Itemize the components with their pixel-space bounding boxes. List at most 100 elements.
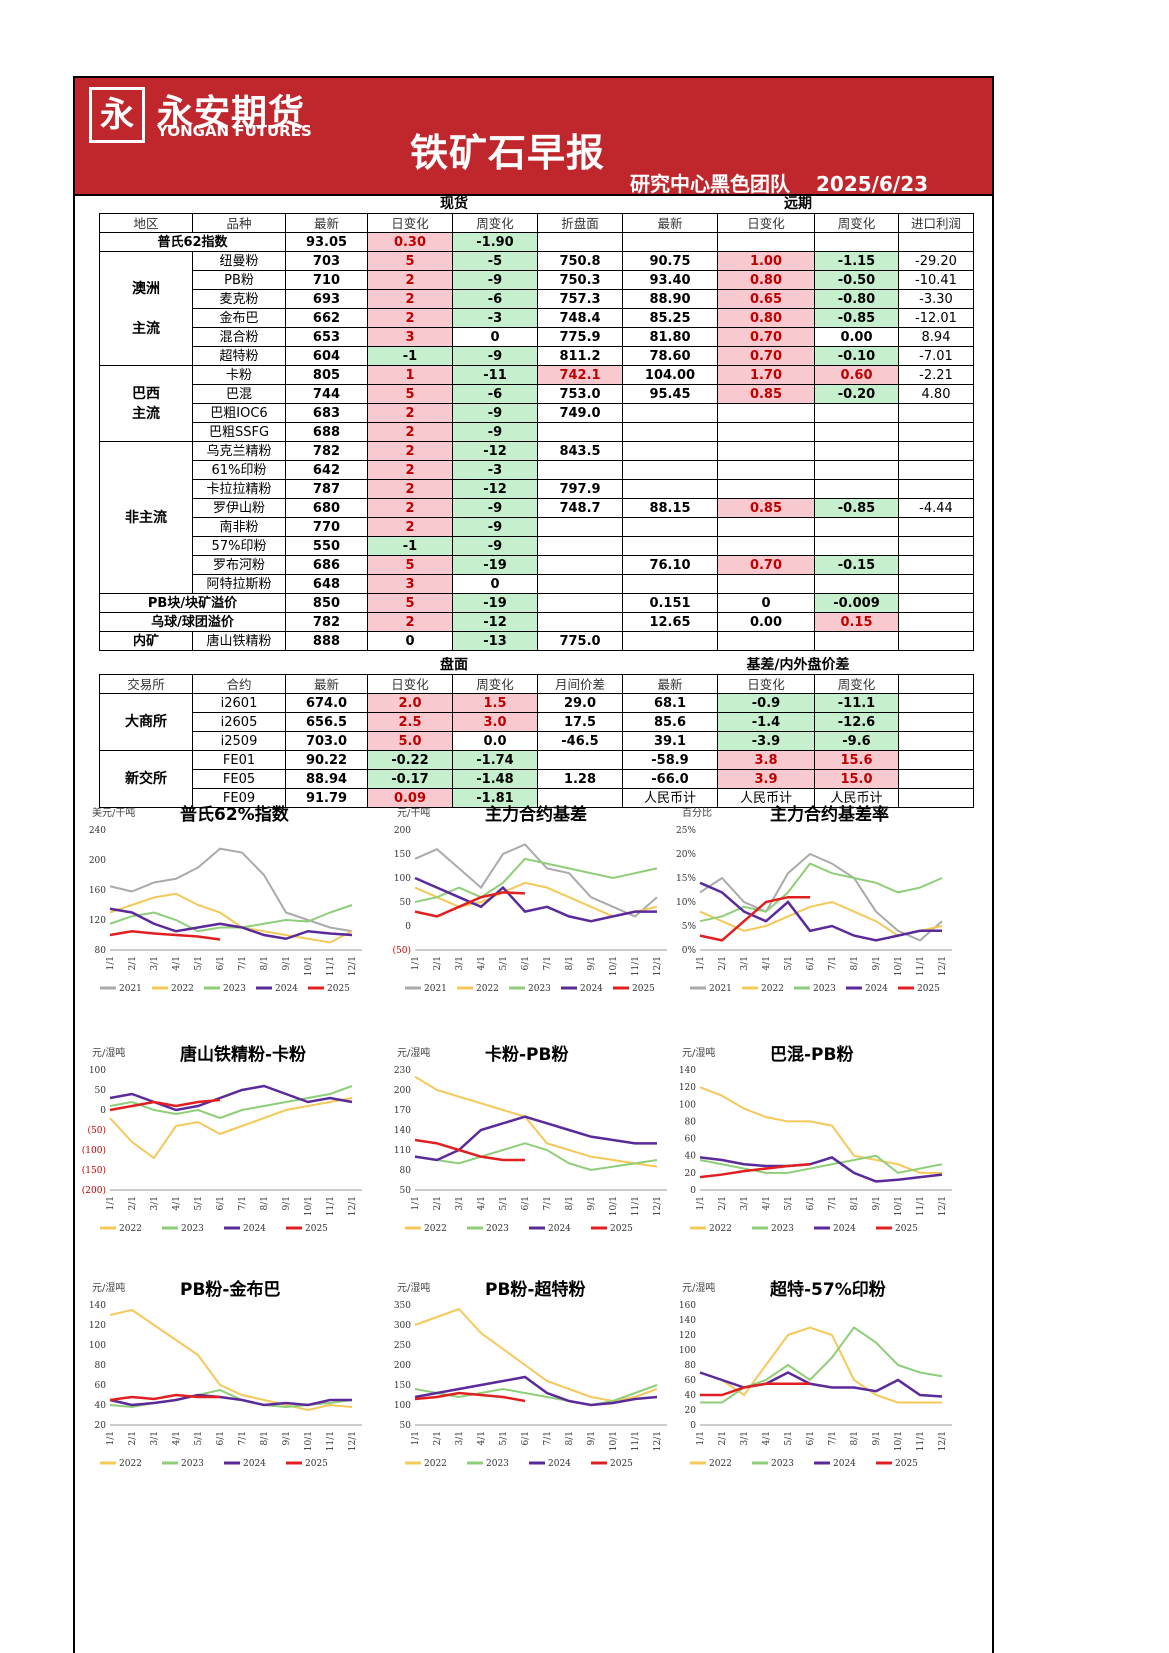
- x-tick-label: 4/1: [172, 1431, 182, 1445]
- column-header: 品种: [192, 213, 286, 233]
- variety-name: 卡拉拉精粉: [192, 479, 286, 499]
- spot-day-change: 2: [367, 270, 453, 290]
- legend-label: 2022: [709, 1224, 732, 1234]
- chart-svg: 200 150 100 50 0 (50)1/1 2/1 3/1 4/1 5/1 6/1 7/1 8/1…: [393, 826, 667, 994]
- x-tick-label: 9/1: [282, 956, 292, 970]
- forward-week-change: 0.00: [814, 327, 899, 347]
- chart-svg: 230 200 170 140 110 80 501/1 2/1 3/1 4/1 5/1 6/1 7/1…: [394, 1066, 667, 1234]
- x-tick-label: 2/1: [718, 1196, 728, 1210]
- spot-latest: 653: [285, 327, 368, 347]
- spot-latest: 662: [285, 308, 368, 328]
- y-tick-label: 20: [685, 1406, 697, 1416]
- x-tick-label: 9/1: [872, 1196, 882, 1210]
- y-tick-label: 20: [685, 1169, 697, 1179]
- legend-label: 2021: [424, 984, 447, 994]
- premium-forward-week: 0.15: [814, 612, 899, 632]
- forward-latest: 78.60: [622, 346, 718, 366]
- spot-day-change: 1: [367, 365, 453, 385]
- column-header: 最新: [622, 213, 718, 233]
- x-tick-label: 1/1: [696, 1196, 706, 1210]
- y-tick-label: 150: [394, 1381, 411, 1391]
- y-tick-label: 160: [679, 1301, 696, 1311]
- spot-disk-price: 757.3: [537, 289, 623, 309]
- spot-day-change: 2: [367, 289, 453, 309]
- x-tick-label: 6/1: [216, 1196, 226, 1210]
- team-name: 研究中心黑色团队: [630, 172, 790, 196]
- spot-latest: 688: [285, 422, 368, 442]
- x-tick-label: 3/1: [455, 1431, 465, 1445]
- logo-en: YONGAN FUTURES: [157, 122, 312, 140]
- series-line-2022: [699, 1086, 942, 1174]
- legend-label: 2025: [305, 1224, 328, 1234]
- y-tick-label: 0: [690, 1421, 696, 1431]
- basis-latest: 68.1: [622, 693, 718, 713]
- x-tick-label: 7/1: [238, 1431, 248, 1445]
- empty-cell: [814, 631, 899, 651]
- contract-week: -1.48: [452, 769, 538, 789]
- series-line-2023: [414, 857, 658, 903]
- series-line-2025: [414, 1391, 526, 1403]
- basis-week: 15.0: [814, 769, 899, 789]
- index-latest: 93.05: [285, 232, 368, 252]
- chart-svg: 140 120 100 80 60 40 20 01/1 2/1 3/1 4/1 5/1 6/1 7/1 8…: [679, 1066, 952, 1234]
- chart-unit: 元/湿吨: [92, 1048, 126, 1059]
- x-tick-label: 2/1: [128, 1431, 138, 1445]
- variety-name: 罗伊山粉: [192, 498, 286, 518]
- chart-unit: 美元/干吨: [92, 808, 136, 819]
- chart-0: 普氏62%指数 美元/干吨 240 200 160 120 80 1/1 2/1 3/1 4/1 5/…: [80, 800, 370, 1015]
- forward-week-change: -0.85: [814, 308, 899, 328]
- legend-label: 2025: [327, 984, 350, 994]
- import-profit: [898, 536, 974, 556]
- chart-title: 主力合约基差: [485, 805, 587, 825]
- spot-week-change: -9: [452, 517, 538, 537]
- forward-latest: 104.00: [622, 365, 718, 385]
- spot-week-change: -11: [452, 365, 538, 385]
- legend-label: 2023: [181, 1459, 204, 1469]
- chart-title: 普氏62%指数: [180, 805, 289, 825]
- y-tick-label: (200): [82, 1185, 106, 1196]
- y-tick-label: (150): [82, 1165, 106, 1176]
- forward-day-change: 0.70: [717, 327, 815, 347]
- basis-week: -12.6: [814, 712, 899, 732]
- legend-label: 2023: [771, 1224, 794, 1234]
- spot-day-change: 5: [367, 384, 453, 404]
- spot-disk-price: [537, 536, 623, 556]
- legend-label: 2025: [917, 984, 940, 994]
- table-row: 61%印粉 642 2 -3: [100, 460, 974, 480]
- spot-latest: 805: [285, 365, 368, 385]
- contract-day: -0.17: [367, 769, 453, 789]
- month-spread: -46.5: [537, 731, 623, 751]
- import-profit: [898, 422, 974, 442]
- forward-day-change: 0.85: [717, 498, 815, 518]
- x-tick-label: 5/1: [784, 956, 794, 970]
- x-tick-label: 7/1: [828, 956, 838, 970]
- x-tick-label: 7/1: [543, 1196, 553, 1210]
- x-tick-label: 10/1: [304, 1196, 314, 1216]
- column-header: 合约: [192, 674, 286, 694]
- premium-forward-day: 0: [717, 593, 815, 613]
- empty-cell: [898, 612, 974, 632]
- chart-unit: 元/湿吨: [397, 1048, 431, 1059]
- basis-day: 3.9: [717, 769, 815, 789]
- table-row: 南非粉 770 2 -9: [100, 517, 974, 537]
- x-tick-label: 4/1: [172, 1196, 182, 1210]
- report-subtitle: 研究中心黑色团队 2025/6/23: [630, 168, 928, 197]
- contract-latest: 674.0: [285, 693, 368, 713]
- basis-day: -3.9: [717, 731, 815, 751]
- x-tick-label: 2/1: [718, 956, 728, 970]
- spot-week-change: -19: [452, 555, 538, 575]
- empty-cell: [898, 712, 974, 732]
- premium-forward: 12.65: [622, 612, 718, 632]
- basis-day: 人民币计: [717, 788, 815, 808]
- forward-day-change: 1.70: [717, 365, 815, 385]
- forward-week-change: -0.15: [814, 555, 899, 575]
- contract-day: 2.0: [367, 693, 453, 713]
- chart-unit: 元/湿吨: [682, 1048, 716, 1059]
- x-tick-label: 8/1: [565, 956, 575, 970]
- header-row: 交易所 合约 最新 日变化 周变化 月间价差 最新 日变化 周变化: [99, 674, 974, 694]
- x-tick-label: 9/1: [872, 956, 882, 970]
- x-tick-label: 12/1: [938, 1196, 948, 1216]
- forward-latest: [622, 517, 718, 537]
- x-tick-label: 11/1: [916, 956, 926, 976]
- series-line-2025: [414, 891, 526, 918]
